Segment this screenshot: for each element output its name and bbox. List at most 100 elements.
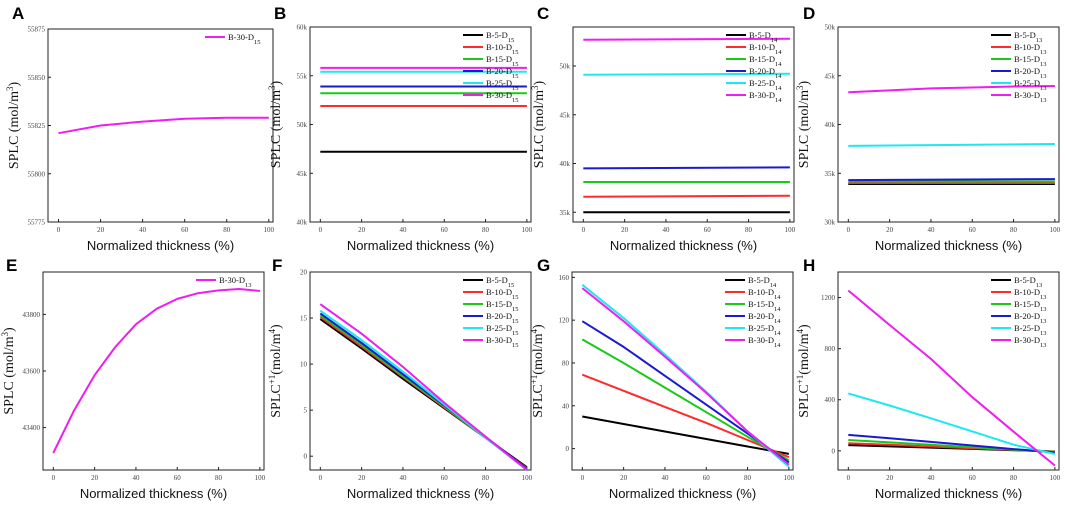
legend-entry: B-20-D13 <box>1014 66 1046 80</box>
y-tick-label: 55875 <box>28 26 46 34</box>
y-tick-label: 5 <box>304 407 308 415</box>
x-tick-label: 40 <box>139 226 147 234</box>
y-tick-label: 160 <box>559 274 570 282</box>
x-tick-label: 80 <box>215 474 223 482</box>
legend-entry: B-5-D14 <box>748 275 777 289</box>
panel-label: C <box>537 4 549 23</box>
x-tick-label: 0 <box>581 474 585 482</box>
y-axis-title: SPLC (mol/m3) <box>530 80 547 168</box>
legend-entry: B-30-D14 <box>748 335 781 349</box>
x-tick-label: 20 <box>886 226 894 234</box>
series-line-b-30 <box>847 289 1056 467</box>
y-tick-label: 0 <box>832 447 836 455</box>
x-tick-label: 60 <box>969 474 977 482</box>
x-tick-label: 100 <box>522 226 533 234</box>
panel-label: D <box>803 4 815 23</box>
x-tick-label: 20 <box>886 474 894 482</box>
x-tick-label: 60 <box>174 474 182 482</box>
legend-entry: B-30-D13 <box>219 275 251 289</box>
x-tick-label: 80 <box>1010 474 1018 482</box>
y-tick-label: 55k <box>297 72 308 80</box>
x-tick-label: 20 <box>97 226 105 234</box>
y-axis-title: SPLC+1(mol/m4) <box>529 324 546 418</box>
x-axis-title: Normalized thickness (%) <box>347 486 494 501</box>
x-axis-title: Normalized thickness (%) <box>80 486 227 501</box>
x-tick-label: 60 <box>441 226 449 234</box>
series-line-b-20 <box>848 433 1055 454</box>
panel-f: F 0 20 40 60 80 100 0 5 10 15 20 Normalized thicknes… <box>267 256 533 501</box>
panel-label: A <box>12 4 24 23</box>
series-line-b-20 <box>583 166 790 170</box>
series-line-b-25 <box>583 72 790 76</box>
y-tick-label: 40k <box>825 121 836 129</box>
x-tick-label: 20 <box>620 474 628 482</box>
x-tick-label: 100 <box>784 474 795 482</box>
legend-entry: B-20-D14 <box>749 66 782 80</box>
x-tick-label: 100 <box>785 226 796 234</box>
x-tick-label: 100 <box>1050 474 1061 482</box>
legend-entry: B-30-D13 <box>1014 335 1046 349</box>
x-tick-label: 100 <box>255 474 266 482</box>
legend-entry: B-5-D13 <box>1014 30 1042 44</box>
legend-entry: B-30-D15 <box>228 32 260 46</box>
legend-entry: B-25-D13 <box>1014 78 1046 92</box>
x-tick-label: 60 <box>181 226 189 234</box>
legend-entry: B-10-D14 <box>749 42 782 56</box>
panel-label: H <box>803 256 815 275</box>
series-line-b-30 <box>52 288 260 454</box>
x-tick-label: 0 <box>52 474 56 482</box>
legend-entry: B-10-D13 <box>1014 287 1046 301</box>
legend-entry: B-25-D15 <box>486 323 518 337</box>
y-tick-label: 10 <box>300 361 308 369</box>
x-tick-label: 80 <box>482 226 490 234</box>
x-tick-label: 100 <box>264 226 275 234</box>
panel-c: C 0 20 40 60 80 100 35k 40k 45k 50k Normalized thic… <box>530 4 796 253</box>
legend-entry: B-30-D15 <box>486 90 518 104</box>
x-tick-label: 60 <box>441 474 449 482</box>
y-axis-title: SPLC (mol/m3) <box>795 80 812 168</box>
y-tick-label: 400 <box>825 396 836 404</box>
x-tick-label: 0 <box>847 226 851 234</box>
y-tick-label: 43600 <box>23 368 41 376</box>
plot-frame <box>571 271 794 471</box>
series-line-b-30 <box>58 116 269 135</box>
x-axis-title: Normalized thickness (%) <box>610 238 757 253</box>
y-axis-title: SPLC+1(mol/m4) <box>267 324 284 418</box>
x-axis-title: Normalized thickness (%) <box>347 238 494 253</box>
x-tick-label: 0 <box>57 226 61 234</box>
panel-e: E 0 20 40 60 80 100 43400 43600 43800 Normalized t… <box>0 256 266 501</box>
legend-entry: B-10-D13 <box>1014 42 1046 56</box>
y-tick-label: 35k <box>560 209 571 217</box>
x-tick-label: 40 <box>132 474 140 482</box>
y-axis-title: SPLC (mol/m3) <box>5 81 22 169</box>
series-line-b-5 <box>582 415 790 455</box>
x-axis-title: Normalized thickness (%) <box>609 486 756 501</box>
panel-g: G 0 20 40 60 80 100 0 40 80 120 160 Normalized thick… <box>529 256 795 501</box>
panel-label: F <box>272 256 282 275</box>
x-tick-label: 20 <box>358 474 366 482</box>
y-tick-label: 43400 <box>23 424 41 432</box>
y-tick-label: 15 <box>300 315 308 323</box>
y-tick-label: 43800 <box>23 311 41 319</box>
y-tick-label: 50k <box>825 24 836 32</box>
series-line-b-25 <box>848 143 1055 147</box>
y-tick-label: 20 <box>300 269 308 277</box>
legend-entry: B-25-D14 <box>748 323 781 337</box>
y-tick-label: 0 <box>566 445 570 453</box>
panel-d: D 0 20 40 60 80 100 30k 35k 40k 45k 50k Normalized t… <box>795 4 1061 253</box>
y-tick-label: 45k <box>560 111 571 119</box>
legend-entry: B-15-D13 <box>1014 299 1046 313</box>
y-axis-title: SPLC (mol/m3) <box>267 80 284 168</box>
panel-label: E <box>6 256 17 275</box>
series-line-b-30 <box>583 37 790 41</box>
y-tick-label: 40k <box>297 219 308 227</box>
y-axis-title: SPLC (mol/m3) <box>0 327 17 415</box>
panel-a: A 0 20 40 60 80 100 55775 55800 55825 55850 55875 No… <box>5 4 275 253</box>
legend-entry: B-15-D15 <box>486 299 518 313</box>
x-tick-label: 60 <box>703 474 711 482</box>
legend-entry: B-5-D15 <box>486 275 514 289</box>
legend-entry: B-25-D15 <box>486 78 518 92</box>
y-tick-label: 40 <box>562 402 570 410</box>
x-tick-label: 80 <box>1010 226 1018 234</box>
